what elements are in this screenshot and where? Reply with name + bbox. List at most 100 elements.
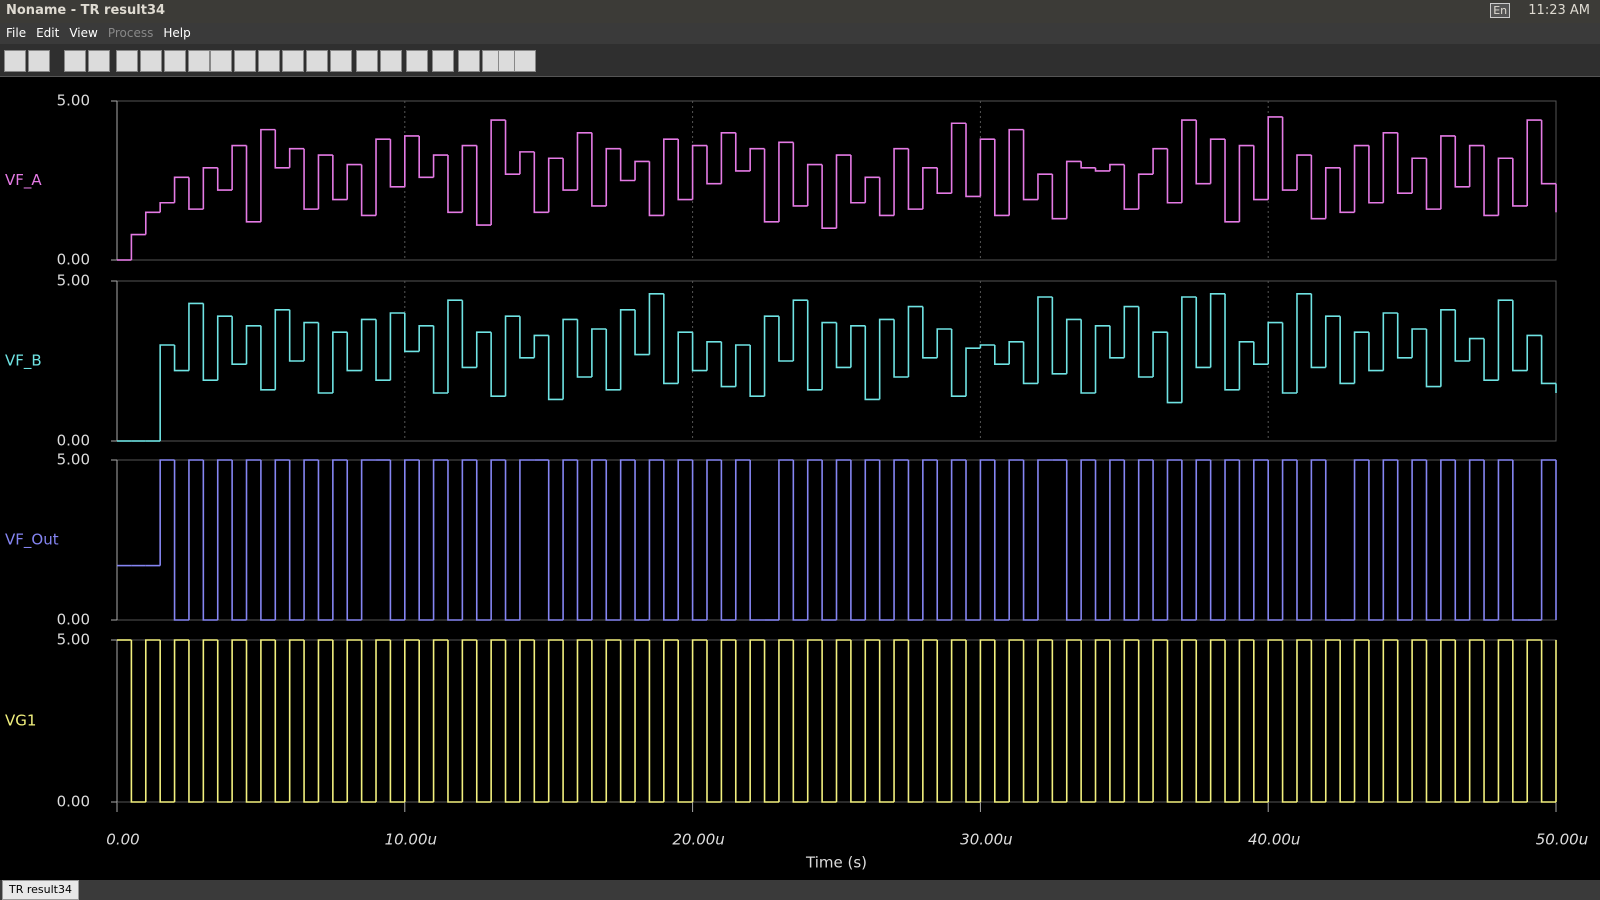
waveform-step xyxy=(937,329,951,358)
tool-button[interactable] xyxy=(306,50,328,72)
waveform-step xyxy=(549,158,563,212)
tool-button[interactable] xyxy=(432,50,454,72)
waveform-step xyxy=(577,133,591,190)
waveform-step xyxy=(491,332,505,396)
waveform-step xyxy=(621,460,635,620)
tool-button[interactable] xyxy=(258,50,280,72)
waveform-step xyxy=(793,640,807,802)
waveform-step xyxy=(318,460,332,620)
y-tick-label: 0.00 xyxy=(57,793,90,811)
waveform-step xyxy=(851,326,865,368)
tool-button[interactable] xyxy=(458,50,480,72)
waveform-step xyxy=(1412,329,1426,358)
x-tick-label: 50.00u xyxy=(1536,831,1588,849)
waveform-step xyxy=(1139,174,1153,209)
waveform-step xyxy=(362,640,376,802)
waveform-step xyxy=(1153,149,1167,174)
tool-button[interactable] xyxy=(28,50,50,72)
waveform-step xyxy=(678,139,692,199)
tool-button[interactable] xyxy=(140,50,162,72)
waveform-step xyxy=(736,460,750,620)
waveform-step xyxy=(491,460,505,620)
tool-button[interactable] xyxy=(188,50,210,72)
waveform-step xyxy=(1355,640,1369,802)
waveform-step xyxy=(707,640,721,802)
waveform-step xyxy=(765,316,779,396)
tool-button[interactable] xyxy=(88,50,110,72)
waveform-step xyxy=(952,123,966,193)
waveform-step xyxy=(1196,640,1210,802)
waveform-step xyxy=(131,640,145,802)
waveform-step xyxy=(822,165,836,229)
waveform-step xyxy=(275,130,289,168)
waveform-step xyxy=(1124,460,1138,620)
tool-button[interactable] xyxy=(210,50,232,72)
waveform-step xyxy=(664,640,678,802)
waveform-step xyxy=(693,640,707,802)
x-tick-label: 20.00u xyxy=(672,831,724,849)
keyboard-indicator[interactable]: En xyxy=(1490,3,1510,18)
tool-button[interactable] xyxy=(64,50,86,72)
waveform-step xyxy=(937,168,951,193)
waveform-step xyxy=(347,165,361,200)
menu-bar: FileEditViewProcessHelp xyxy=(0,23,1600,44)
waveform-step xyxy=(1139,307,1153,377)
menu-item[interactable]: File xyxy=(0,23,30,40)
waveform-step xyxy=(304,323,318,361)
tool-button[interactable] xyxy=(282,50,304,72)
waveform-step xyxy=(1182,640,1196,802)
waveform-step xyxy=(1441,640,1455,802)
tool-button[interactable] xyxy=(380,50,402,72)
waveform-step xyxy=(318,155,332,209)
tool-button[interactable] xyxy=(116,50,138,72)
tool-button[interactable] xyxy=(234,50,256,72)
tool-button[interactable] xyxy=(406,50,428,72)
waveform-step xyxy=(275,640,289,802)
waveform-step xyxy=(506,120,520,174)
waveform-step xyxy=(1542,460,1556,620)
waveform-step xyxy=(1024,342,1038,384)
waveform-step xyxy=(218,168,232,190)
waveform-step xyxy=(1498,460,1512,620)
waveform-step xyxy=(434,326,448,393)
waveform-step xyxy=(908,149,922,209)
waveform-step xyxy=(1139,460,1153,620)
waveform-step xyxy=(1369,146,1383,203)
menu-item[interactable]: Edit xyxy=(30,23,63,40)
menu-item[interactable]: View xyxy=(63,23,101,40)
waveform-step xyxy=(462,146,476,213)
waveform-step xyxy=(1398,313,1412,358)
waveform-step xyxy=(736,345,750,387)
waveform-step xyxy=(1311,155,1325,219)
waveform-step xyxy=(750,345,764,396)
waveform-step xyxy=(477,640,491,802)
waveform-step xyxy=(1426,158,1440,209)
waveform-step xyxy=(448,460,462,620)
waveform-step xyxy=(275,310,289,390)
waveform-step xyxy=(1182,460,1196,620)
result-tab[interactable]: TR result34 xyxy=(2,880,79,900)
waveform-step xyxy=(347,460,361,620)
waveform-step xyxy=(1441,460,1455,620)
tool-button[interactable] xyxy=(4,50,26,72)
clock[interactable]: 11:23 AM xyxy=(1528,3,1590,18)
tool-button[interactable] xyxy=(514,50,536,72)
waveform-step xyxy=(1124,307,1138,358)
waveform-step xyxy=(1239,640,1253,802)
waveform-step xyxy=(462,640,476,802)
waveform-step xyxy=(1412,640,1426,802)
waveform-step xyxy=(635,460,649,620)
waveform-step xyxy=(462,300,476,367)
tool-button[interactable] xyxy=(356,50,378,72)
tool-button[interactable] xyxy=(164,50,186,72)
waveform-step xyxy=(1326,168,1340,219)
waveform-step xyxy=(649,294,663,355)
waveform-step xyxy=(851,155,865,203)
waveform-step xyxy=(232,146,246,191)
menu-item[interactable]: Help xyxy=(157,23,194,40)
waveform-step xyxy=(1383,460,1397,620)
waveform-step xyxy=(1484,146,1498,216)
waveform-step xyxy=(1110,460,1124,620)
tool-button[interactable] xyxy=(330,50,352,72)
